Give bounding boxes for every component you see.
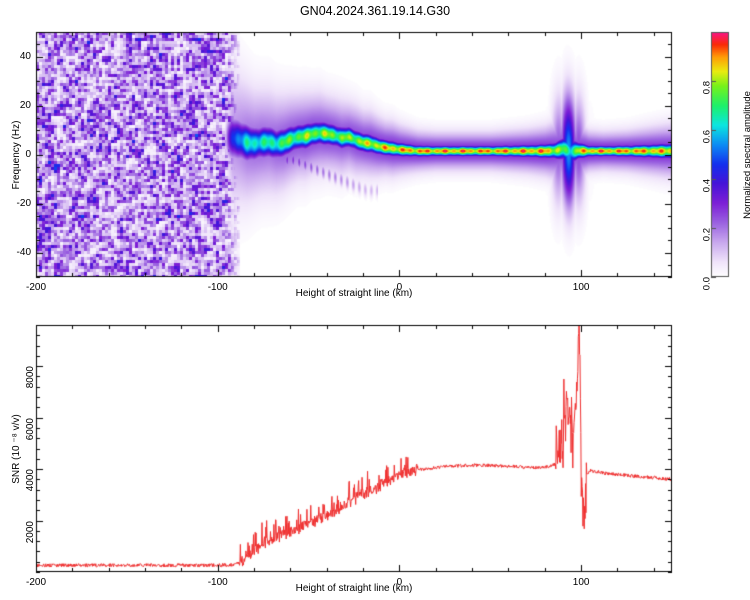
spectrogram-ytick-3: 20 [19, 99, 31, 111]
snr-yaxis-label: SNR (10 ⁻⁸ v/v) [11, 413, 22, 484]
page-title: GN04.2024.361.19.14.G30 [299, 4, 451, 18]
colorbar-tick-0: 0.0 [701, 277, 713, 291]
colorbar-tick-2: 0.4 [701, 179, 713, 193]
snr-ytick-3: 8000 [25, 366, 36, 389]
spectrogram-ytick-4: 40 [19, 50, 31, 62]
spectrogram-yaxis-label: Frequency (Hz) [11, 120, 22, 189]
spectrogram-xaxis-label: Height of straight line (km) [295, 288, 413, 299]
spectrogram-ytick-1: -20 [16, 197, 31, 209]
spectrogram-xtick-3: 100 [572, 282, 590, 293]
snr-xtick-0: -200 [25, 577, 47, 588]
snr-ytick-2: 6000 [25, 417, 36, 440]
spectrogram-ytick-2: 0 [25, 148, 31, 160]
spectrogram-xtick-2: 0 [396, 282, 403, 293]
snr-ytick-0: 2000 [25, 520, 36, 543]
snr-xtick-3: 100 [572, 577, 590, 588]
colorbar-tick-4: 0.8 [701, 81, 713, 95]
snr-xtick-2: 0 [396, 577, 403, 588]
snr-xtick-1: -100 [207, 577, 228, 588]
snr-xaxis-label: Height of straight line (km) [295, 583, 413, 594]
snr-ytick-1: 4000 [25, 469, 36, 492]
spectrogram-xtick-1: -100 [207, 282, 228, 293]
colorbar-tick-1: 0.2 [701, 228, 713, 242]
spectrogram-xtick-0: -200 [25, 282, 47, 293]
colorbar-tick-3: 0.6 [701, 130, 713, 144]
spectrogram-ytick-0: -40 [16, 246, 31, 258]
colorbar-label: Normalized spectral amplitude [742, 90, 750, 219]
